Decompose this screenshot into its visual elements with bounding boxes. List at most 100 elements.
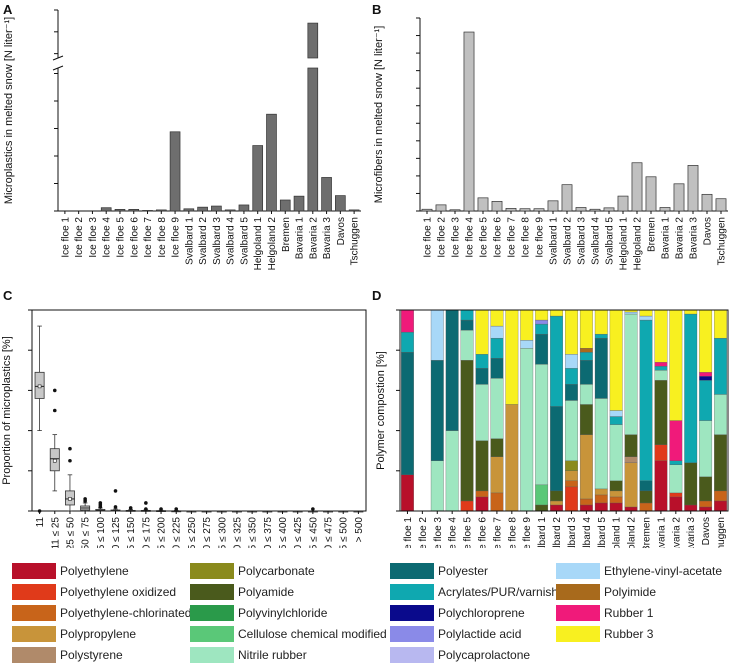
bar xyxy=(224,209,236,212)
legend-swatch xyxy=(12,584,56,600)
x-tick-label: Svalbard 2 xyxy=(563,217,574,265)
legend-swatch xyxy=(556,626,600,642)
plot-frame xyxy=(31,309,367,512)
x-tick-label: Ice floe 7 xyxy=(143,217,154,258)
stack-segment xyxy=(579,360,593,385)
panel-a-letter: A xyxy=(3,2,13,17)
x-tick-label: Ice floe 4 xyxy=(465,217,476,258)
legend-label: Polystyrene xyxy=(60,648,123,662)
outlier-point xyxy=(52,408,57,413)
x-tick-label: Ice floe 5 xyxy=(115,217,126,258)
x-tick-label: > 225 ≤ 250 xyxy=(187,517,198,548)
stack-segment xyxy=(684,313,698,463)
stack-segment xyxy=(535,364,549,486)
stack-segment xyxy=(609,496,623,504)
bar xyxy=(533,208,545,212)
legend-swatch xyxy=(190,584,234,600)
stack-segment xyxy=(505,404,519,512)
legend-item: Polycaprolactone xyxy=(390,645,530,665)
x-tick-label: Helgoland 2 xyxy=(633,217,644,271)
outlier-point xyxy=(128,506,133,510)
x-tick-label: Davos xyxy=(701,517,712,545)
legend-label: Ethylene-vinyl-acetate xyxy=(604,564,723,578)
bar xyxy=(252,145,264,212)
stack-segment xyxy=(639,319,653,481)
stack-segment xyxy=(654,460,668,512)
stack-segment xyxy=(714,500,727,512)
legend-item: Polyimide xyxy=(556,582,656,602)
x-tick-label: > 50 ≤ 75 xyxy=(81,517,92,548)
stack-segment xyxy=(639,309,653,317)
legend-item: Ethylene-vinyl-acetate xyxy=(556,561,722,581)
bar xyxy=(687,165,699,212)
legend-swatch xyxy=(556,584,600,600)
legend-swatch xyxy=(190,605,234,621)
legend-item: Polycarbonate xyxy=(190,561,315,581)
legend-label: Polyethylene oxidized xyxy=(60,585,177,599)
stack-segment xyxy=(699,309,713,373)
stack-segment xyxy=(490,337,504,359)
x-tick-label: Ice floe 9 xyxy=(171,217,182,258)
x-tick-label: Ice floe 5 xyxy=(479,217,490,258)
x-tick-label: Tschuggen xyxy=(717,217,728,265)
x-tick-label: > 425 ≤ 450 xyxy=(308,517,319,548)
x-tick-label: > 250 ≤ 275 xyxy=(202,517,213,548)
x-tick-label: Ice floe 6 xyxy=(478,517,489,548)
stack-segment xyxy=(654,370,668,381)
x-tick-label: Ice floe 1 xyxy=(423,217,434,258)
x-tick-label: Helgoland 2 xyxy=(267,217,278,271)
bar xyxy=(659,207,671,212)
stack-segment xyxy=(401,474,414,512)
bar xyxy=(211,205,222,212)
bar xyxy=(491,201,503,212)
bar xyxy=(617,195,629,212)
stack-segment xyxy=(714,309,727,339)
x-tick-label: 11 xyxy=(35,517,46,528)
bar xyxy=(631,162,643,212)
legend-swatch xyxy=(12,626,56,642)
stack-segment xyxy=(401,331,414,353)
x-tick-label: Ice floe 8 xyxy=(521,217,532,258)
stack-segment xyxy=(594,502,608,512)
stack-segment xyxy=(401,309,414,333)
bar xyxy=(421,208,433,212)
x-tick-label: Helgoland 2 xyxy=(627,517,638,548)
outlier-point xyxy=(174,507,179,511)
stack-segment xyxy=(490,438,504,457)
x-tick-label: Ice floe 4 xyxy=(102,217,113,258)
outlier-point xyxy=(83,497,87,501)
stack-segment xyxy=(714,337,727,395)
stack-segment xyxy=(445,430,459,512)
stack-segment xyxy=(624,434,638,457)
stack-segment xyxy=(460,360,474,502)
stack-segment xyxy=(550,500,563,506)
bar xyxy=(463,31,475,212)
stack-segment xyxy=(490,492,504,512)
legend-item: Polylactide acid xyxy=(390,624,521,644)
bar xyxy=(266,113,277,212)
legend-item: Polyethylene-chlorinated xyxy=(12,603,191,623)
legend-item: Polychloroprene xyxy=(390,603,525,623)
mean-marker xyxy=(68,497,72,501)
x-tick-label: > 150 ≤ 175 xyxy=(141,517,152,548)
stack-segment xyxy=(550,490,563,502)
legend-item: Polyvinylchloride xyxy=(190,603,327,623)
x-tick-label: Bavaria 2 xyxy=(671,517,682,548)
x-tick-label: Helgoland 1 xyxy=(619,217,630,271)
stack-segment xyxy=(609,490,623,498)
stack-segment xyxy=(520,339,534,349)
outlier-point xyxy=(144,507,148,511)
bar xyxy=(575,207,587,212)
x-tick-label: Svalbard 4 xyxy=(591,217,602,265)
stack-segment xyxy=(535,319,549,325)
y-axis-title: Polymer compostion [%] xyxy=(375,351,387,470)
stack-segment xyxy=(699,500,713,508)
bar xyxy=(114,209,126,212)
bar xyxy=(645,176,657,212)
stack-segment xyxy=(579,504,593,512)
panel-b-letter: B xyxy=(372,2,381,17)
stack-segment xyxy=(535,504,549,512)
stack-segment xyxy=(624,311,638,315)
stack-segment xyxy=(460,329,474,361)
x-tick-label: Ice floe 7 xyxy=(507,217,518,258)
